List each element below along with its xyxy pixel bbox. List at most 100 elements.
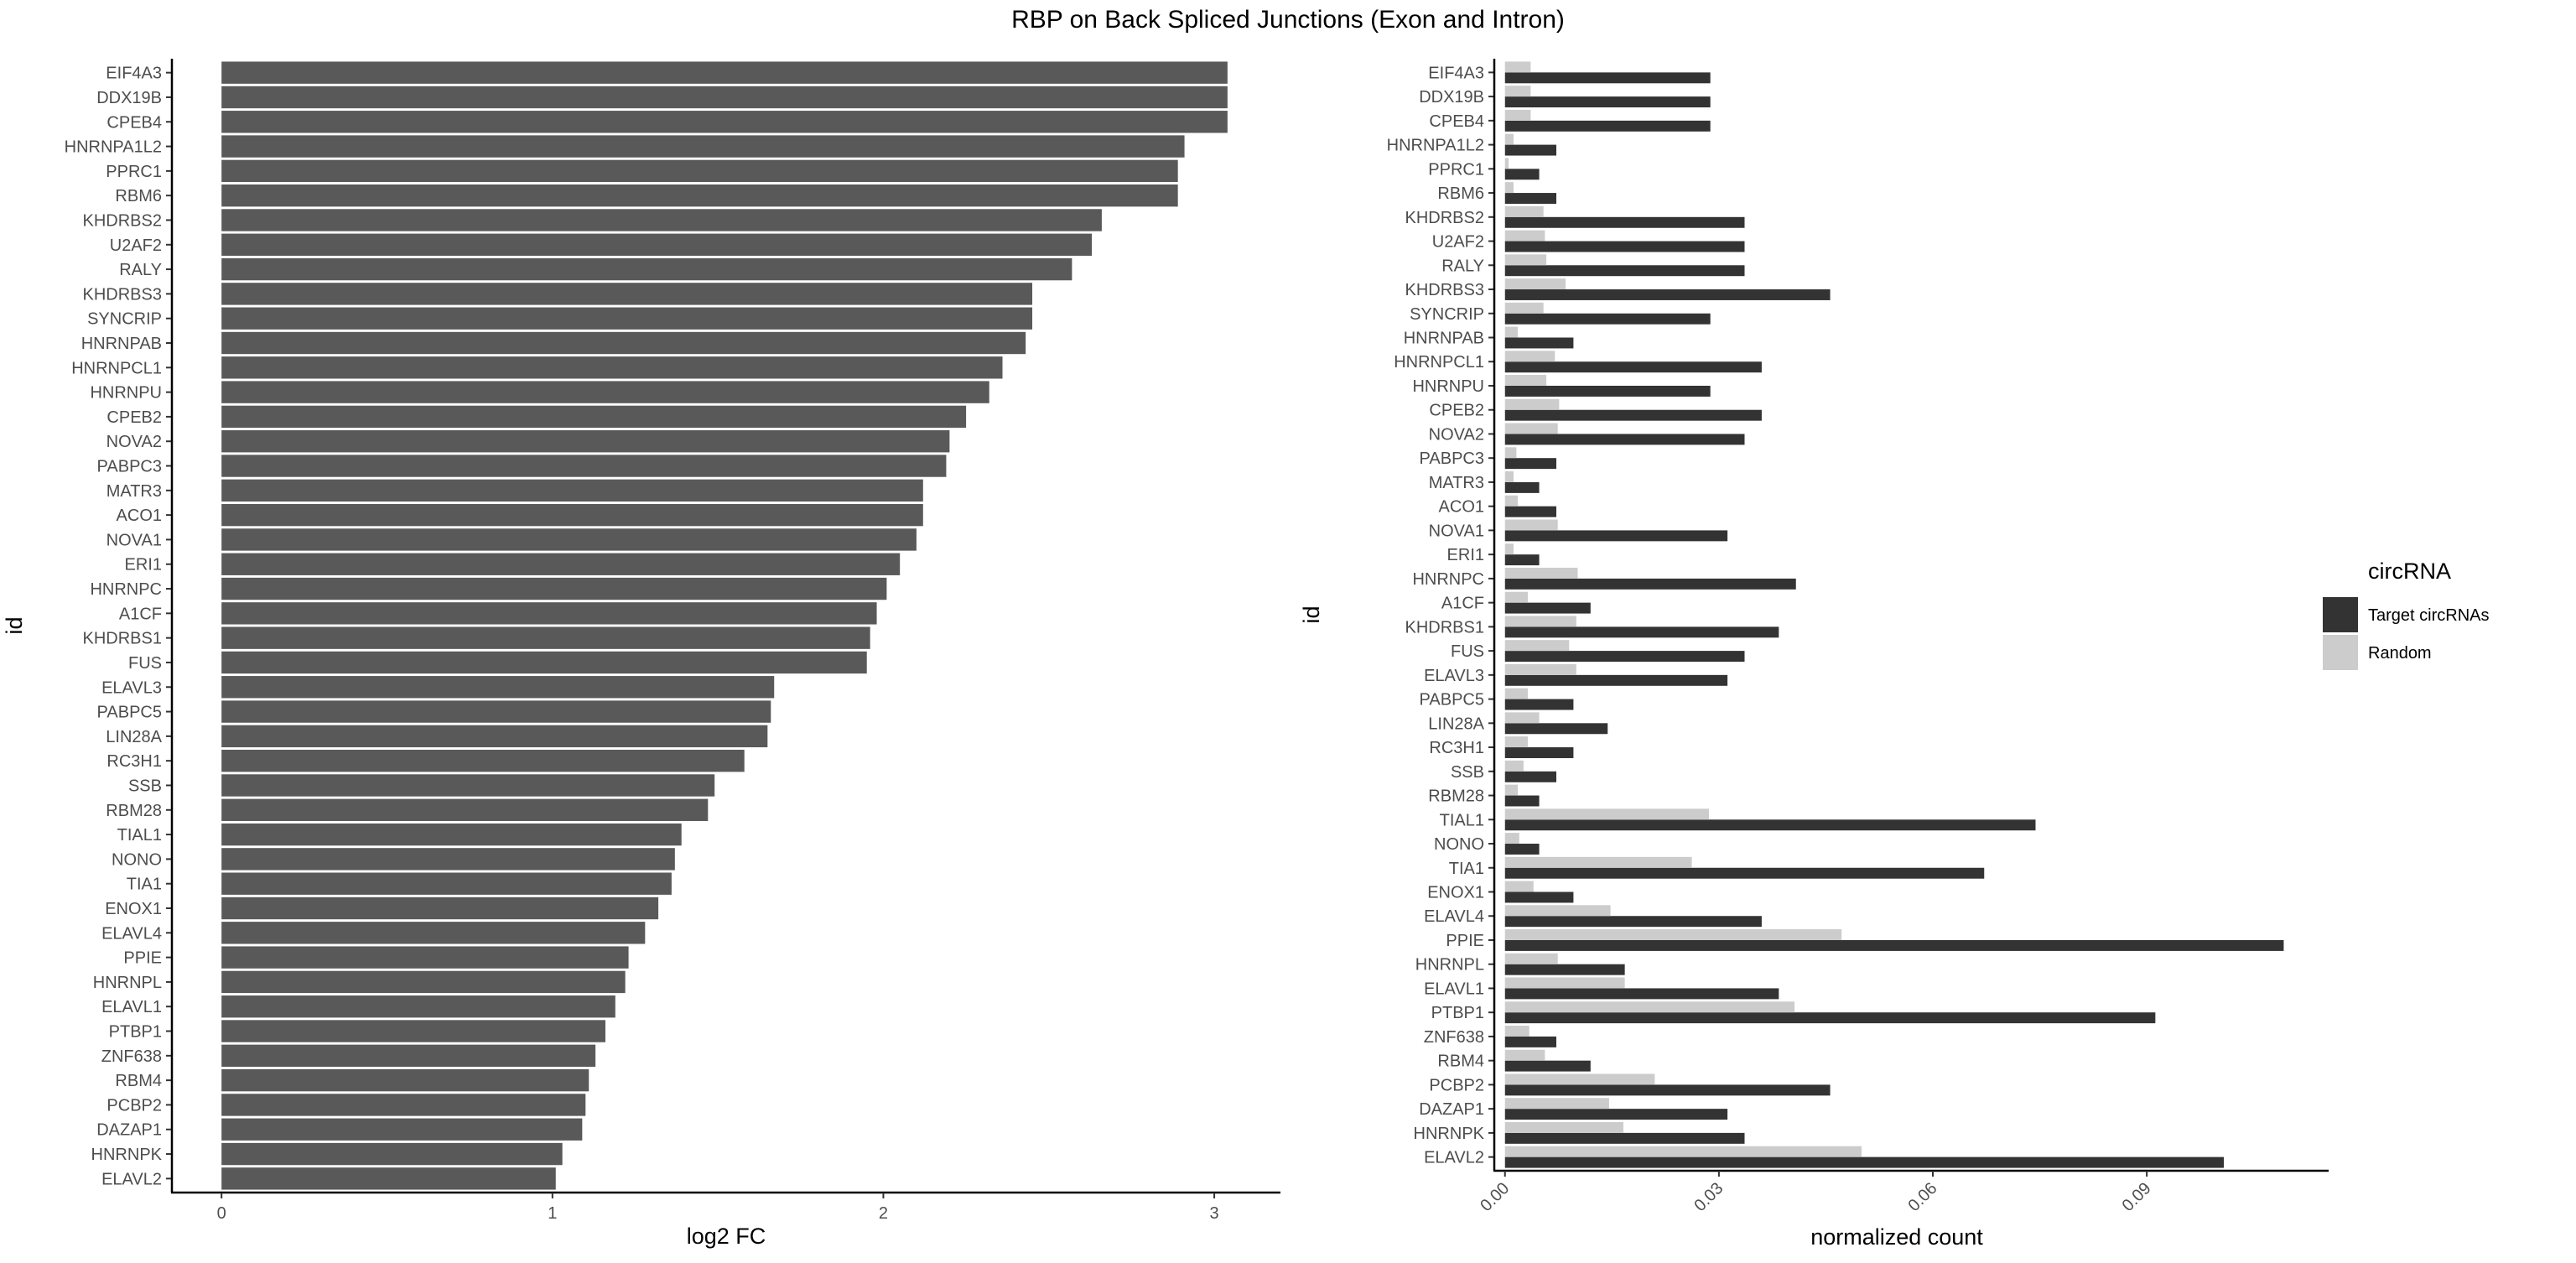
bar-hnrnpab: [221, 331, 1026, 355]
bar-a1cf: [221, 602, 877, 625]
bar-target-circrnas-tia1: [1504, 867, 1985, 879]
y-tick-label-nova1: NOVA1: [106, 531, 162, 549]
bar-random-elavl3: [1504, 663, 1576, 675]
bar-target-circrnas-hnrnpcl1: [1504, 361, 1762, 373]
y-tick-label-elavl4: ELAVL4: [1424, 907, 1484, 926]
bar-target-circrnas-ptbp1: [1504, 1012, 2156, 1024]
y-tick-label-hnrnpu: HNRNPU: [90, 384, 162, 403]
y-tick-label-rbm28: RBM28: [1428, 787, 1484, 806]
bar-nova2: [221, 430, 950, 453]
y-tick-label-dazap1: DAZAP1: [1419, 1100, 1484, 1119]
bar-ppie: [221, 946, 629, 969]
bar-rbm4: [221, 1068, 589, 1092]
y-tick-label-ppie: PPIE: [1446, 932, 1484, 950]
bar-target-circrnas-hnrnpk: [1504, 1132, 1745, 1144]
y-tick-label-eri1: ERI1: [1447, 546, 1484, 564]
bar-target-circrnas-rbm28: [1504, 795, 1540, 807]
y-tick-label-ddx19b: DDX19B: [96, 89, 162, 107]
bar-target-circrnas-lin28a: [1504, 723, 1608, 735]
x-tick-label: 2: [879, 1204, 888, 1223]
bar-rbm28: [221, 798, 709, 821]
x-tick-label: 0.06: [1904, 1179, 1940, 1215]
bar-target-circrnas-elavl2: [1504, 1156, 2224, 1168]
bar-target-circrnas-syncrip: [1504, 313, 1711, 325]
y-tick-label-hnrnpa1l2: HNRNPA1L2: [65, 138, 162, 157]
y-tick-label-elavl2: ELAVL2: [101, 1170, 162, 1188]
y-tick-label-rbm28: RBM28: [106, 802, 162, 820]
bar-random-elavl1: [1504, 977, 1625, 989]
bar-random-matr3: [1504, 471, 1514, 482]
x-tick-label: 1: [548, 1204, 557, 1223]
y-tick-label-hnrnpu: HNRNPU: [1412, 377, 1484, 396]
bar-random-ppie: [1504, 929, 1842, 940]
bar-aco1: [221, 503, 923, 527]
bar-random-ssb: [1504, 760, 1524, 772]
y-tick-label-raly: RALY: [119, 261, 162, 279]
x-tick-label: 3: [1210, 1204, 1219, 1223]
y-tick-label-syncrip: SYNCRIP: [87, 310, 162, 329]
y-tick-label-a1cf: A1CF: [119, 605, 162, 623]
bar-cpeb2: [221, 405, 967, 429]
y-tick-label-znf638: ZNF638: [101, 1047, 162, 1066]
y-tick-label-khdrbs3: KHDRBS3: [1405, 281, 1484, 299]
y-tick-label-ptbp1: PTBP1: [109, 1023, 162, 1042]
y-tick-label-hnrnpcl1: HNRNPCL1: [1394, 353, 1484, 372]
y-tick-label-eif4a3: EIF4A3: [106, 65, 162, 83]
bar-target-circrnas-a1cf: [1504, 602, 1591, 614]
bar-target-circrnas-hnrnpa1l2: [1504, 144, 1556, 156]
bar-random-dazap1: [1504, 1098, 1609, 1110]
y-tick-label-elavl3: ELAVL3: [1424, 667, 1484, 685]
y-tick-label-nono: NONO: [1434, 835, 1484, 854]
y-tick-label-elavl1: ELAVL1: [1424, 980, 1484, 998]
legend-swatch-target: [2323, 597, 2358, 632]
y-tick-label-pabpc3: PABPC3: [97, 458, 162, 476]
y-tick-label-pprc1: PPRC1: [106, 163, 162, 181]
bar-random-syncrip: [1504, 302, 1544, 314]
bar-random-aco1: [1504, 495, 1519, 507]
y-axis-title: id: [1299, 606, 1324, 623]
y-tick-label-hnrnpc: HNRNPC: [90, 580, 162, 599]
bar-ptbp1: [221, 1020, 605, 1042]
y-tick-label-pcbp2: PCBP2: [106, 1096, 162, 1115]
bar-target-circrnas-eri1: [1504, 554, 1540, 566]
bar-target-circrnas-pabpc5: [1504, 699, 1574, 710]
panel-log2fc: EIF4A3 DDX19B CPEB4 HNRNPA1L2 PPRC1 RBM6 KHDRB…: [2, 59, 1280, 1249]
bar-random-eif4a3: [1504, 61, 1531, 73]
bar-hnrnpu: [221, 381, 989, 403]
y-tick-label-elavl1: ELAVL1: [101, 998, 162, 1016]
y-tick-label-cpeb2: CPEB2: [1429, 402, 1484, 420]
bar-target-circrnas-cpeb4: [1504, 120, 1711, 132]
bar-pabpc3: [221, 455, 947, 477]
bar-random-enox1: [1504, 881, 1534, 892]
bar-hnrnpk: [221, 1142, 563, 1166]
y-tick-label-hnrnpc: HNRNPC: [1412, 570, 1484, 589]
y-tick-label-nono: NONO: [112, 850, 162, 869]
bar-target-circrnas-khdrbs3: [1504, 289, 1831, 300]
x-tick-label: 0.03: [1690, 1179, 1727, 1215]
y-tick-label-enox1: ENOX1: [1427, 884, 1484, 902]
bar-target-circrnas-rbm6: [1504, 193, 1556, 204]
bar-target-circrnas-rbm4: [1504, 1060, 1591, 1072]
bar-rc3h1: [221, 749, 745, 772]
y-tick-label-cpeb2: CPEB2: [106, 408, 162, 427]
bar-target-circrnas-elavl3: [1504, 674, 1728, 686]
y-tick-label-pabpc3: PABPC3: [1420, 450, 1484, 468]
bar-enox1: [221, 897, 659, 920]
bar-random-khdrbs3: [1504, 278, 1566, 290]
bar-ddx19b: [221, 86, 1228, 109]
y-tick-label-khdrbs1: KHDRBS1: [1405, 618, 1484, 637]
bar-random-cpeb2: [1504, 398, 1560, 410]
y-tick-label-znf638: ZNF638: [1424, 1028, 1484, 1047]
y-tick-label-rc3h1: RC3H1: [1429, 739, 1484, 757]
y-tick-label-a1cf: A1CF: [1441, 595, 1484, 613]
bar-random-rbm6: [1504, 182, 1514, 194]
y-tick-label-u2af2: U2AF2: [1432, 233, 1484, 252]
y-tick-label-ssb: SSB: [128, 777, 162, 795]
y-tick-label-khdrbs2: KHDRBS2: [83, 211, 162, 230]
y-tick-label-aco1: ACO1: [117, 507, 162, 525]
y-tick-label-ssb: SSB: [1451, 763, 1484, 782]
bar-khdrbs3: [221, 283, 1033, 305]
bar-random-hnrnpl: [1504, 953, 1558, 964]
y-tick-label-raly: RALY: [1441, 257, 1484, 275]
y-tick-label-matr3: MATR3: [106, 482, 162, 501]
